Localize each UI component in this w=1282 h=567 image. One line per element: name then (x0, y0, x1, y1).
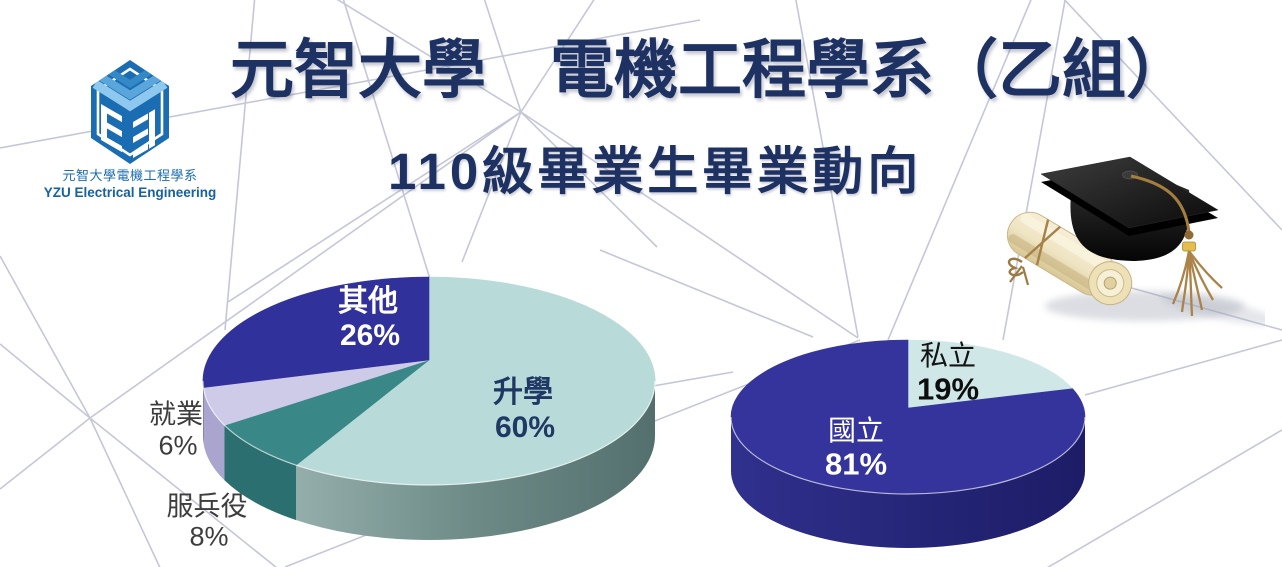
diploma-scroll-icon (1006, 211, 1133, 306)
pie-slice-label-military: 服兵役 (166, 491, 248, 522)
pie-slice-label-other: 其他 (338, 285, 398, 318)
yzu-ee-logo-icon (91, 60, 169, 164)
pie-slice-pct-employ: 6% (158, 430, 198, 461)
page-title: 元智大學 電機工程學系（乙組） (230, 34, 1190, 106)
pie-chart-0 (202, 276, 656, 540)
pie-slice-pct-other: 26% (339, 319, 401, 352)
pie-chart-1 (730, 339, 1086, 548)
logo-name-zh: 元智大學電機工程學系 (62, 168, 198, 183)
pie-slice-label-national: 國立 (827, 415, 885, 446)
logo-name-en: YZU Electrical Engineering (43, 184, 217, 200)
logo-text: 元智大學電機工程學系 YZU Electrical Engineering (20, 168, 240, 201)
pie-slice-pct-private: 19% (916, 371, 980, 407)
graduation-cap-icon (1006, 156, 1265, 326)
tassel-icon (1171, 250, 1223, 317)
pie-slice-label-employ: 就業 (149, 399, 203, 430)
pie-slice-pct-advance: 60% (494, 411, 556, 444)
pie-slice-pct-national: 81% (824, 446, 888, 482)
pie-slice-pct-military: 8% (189, 521, 229, 552)
pie-slice-label-advance: 升學 (493, 376, 553, 409)
pie-slice-label-private: 私立 (919, 340, 977, 371)
page-subtitle: 110級畢業生畢業動向 (388, 143, 923, 200)
